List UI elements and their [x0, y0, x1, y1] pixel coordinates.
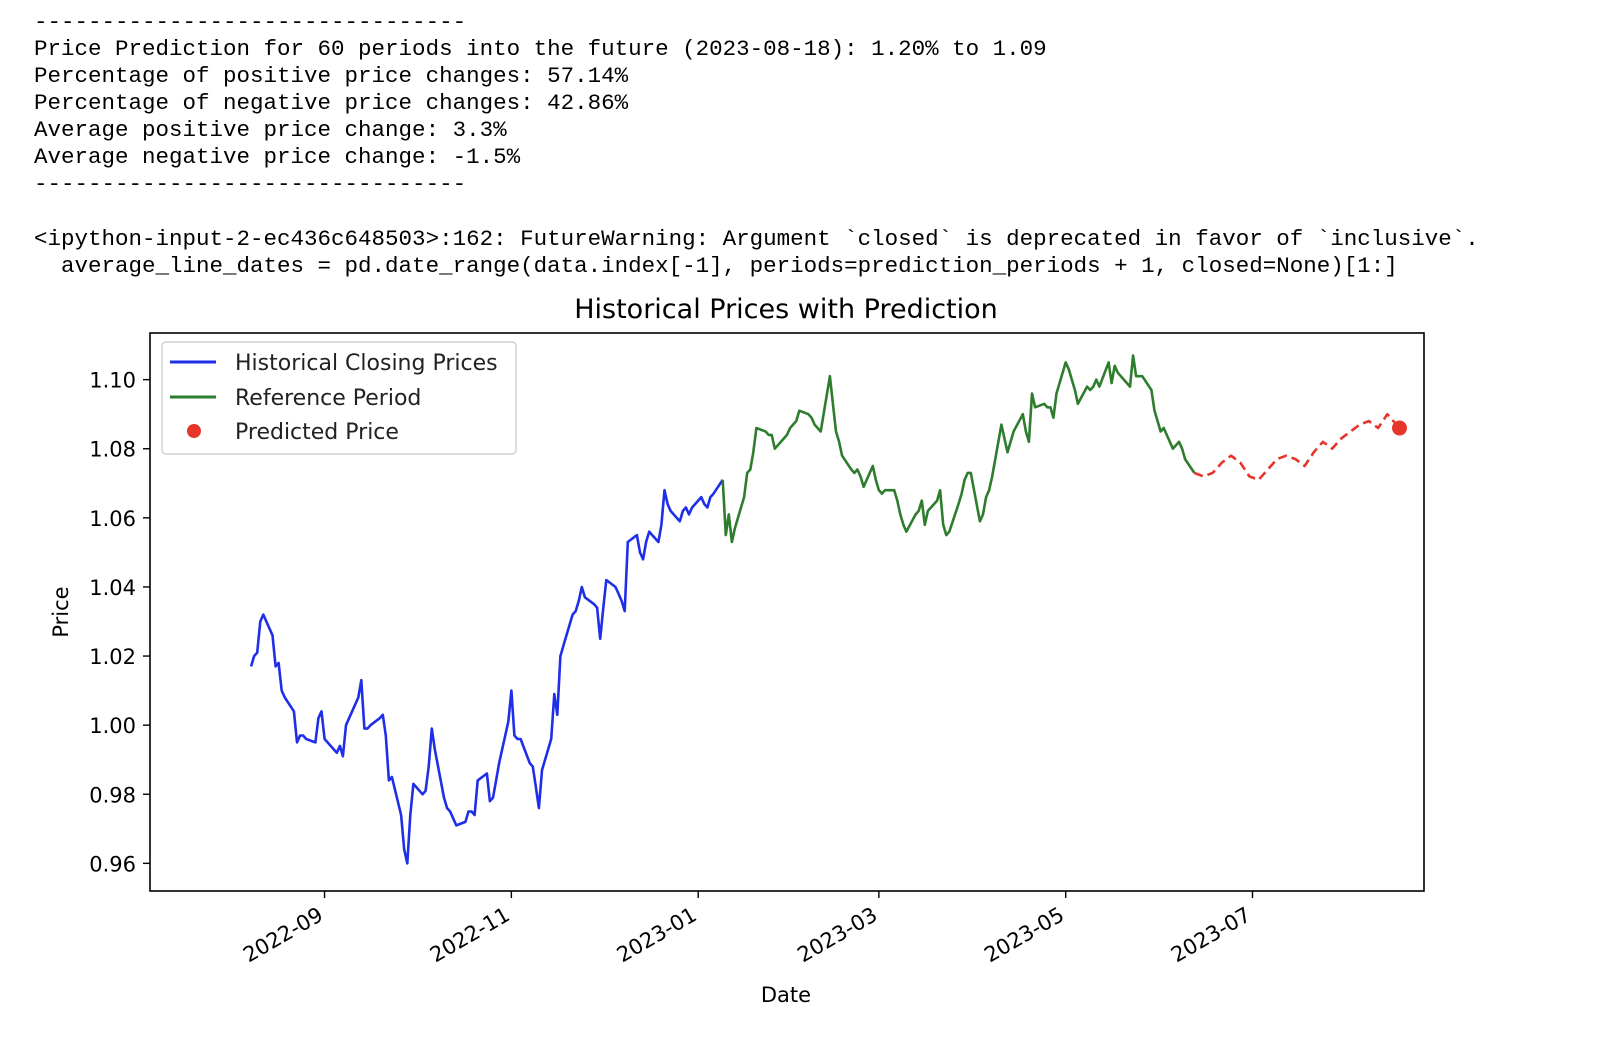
- x-tick-label: 2023-05: [980, 903, 1068, 968]
- x-tick-label: 2022-09: [239, 903, 327, 968]
- y-tick-label: 0.96: [89, 852, 136, 876]
- price-chart: Historical Prices with Prediction 0.960.…: [49, 294, 1425, 1007]
- y-tick-label: 1.08: [89, 438, 136, 462]
- console-separator-top: --------------------------------: [34, 9, 467, 35]
- prediction-series-line: [1193, 412, 1401, 482]
- reference-series-line: [721, 354, 1196, 544]
- legend: Historical Closing Prices Reference Peri…: [161, 341, 517, 455]
- console-separator-bottom: --------------------------------: [34, 171, 467, 197]
- console-positive-pct-line: Percentage of positive price changes: 57…: [34, 63, 629, 89]
- y-tick-label: 1.06: [89, 507, 136, 531]
- chart-title: Historical Prices with Prediction: [574, 294, 998, 325]
- y-axis-label: Price: [49, 586, 73, 637]
- y-tick-label: 1.10: [89, 369, 136, 393]
- x-tick-label: 2022-11: [426, 903, 514, 968]
- plot-frame: [149, 332, 1425, 892]
- x-tick-label: 2023-07: [1167, 903, 1255, 968]
- console-warning-line-1: <ipython-input-2-ec436c648503>:162: Futu…: [34, 226, 1479, 252]
- y-tick-label: 1.00: [89, 714, 136, 738]
- x-axis: 2022-09 2022-11 2023-01 2023-03 2023-05 2023-…: [239, 891, 1255, 967]
- x-tick-label: 2023-01: [613, 903, 701, 968]
- y-tick-label: 1.02: [89, 645, 136, 669]
- legend-swatch-predicted: [187, 424, 201, 438]
- x-axis-label: Date: [761, 983, 811, 1007]
- historical-series-line: [249, 479, 724, 865]
- plot-area: [249, 354, 1407, 865]
- legend-label-reference: Reference Period: [235, 386, 421, 411]
- y-tick-label: 0.98: [89, 783, 136, 807]
- legend-label-historical: Historical Closing Prices: [235, 351, 498, 376]
- x-tick-label: 2023-03: [793, 903, 881, 968]
- console-avg-negative-line: Average negative price change: -1.5%: [34, 144, 521, 170]
- y-axis: 0.96 0.98 1.00 1.02 1.04 1.06 1.08 1.10: [89, 369, 150, 876]
- console-warning-line-2: average_line_dates = pd.date_range(data.…: [34, 253, 1398, 279]
- legend-box: [161, 341, 517, 455]
- console-prediction-line: Price Prediction for 60 periods into the…: [34, 36, 1047, 62]
- console-avg-positive-line: Average positive price change: 3.3%: [34, 117, 507, 143]
- y-tick-label: 1.04: [89, 576, 136, 600]
- legend-label-predicted: Predicted Price: [235, 420, 399, 445]
- console-negative-pct-line: Percentage of negative price changes: 42…: [34, 90, 629, 116]
- predicted-price-marker: [1392, 420, 1407, 436]
